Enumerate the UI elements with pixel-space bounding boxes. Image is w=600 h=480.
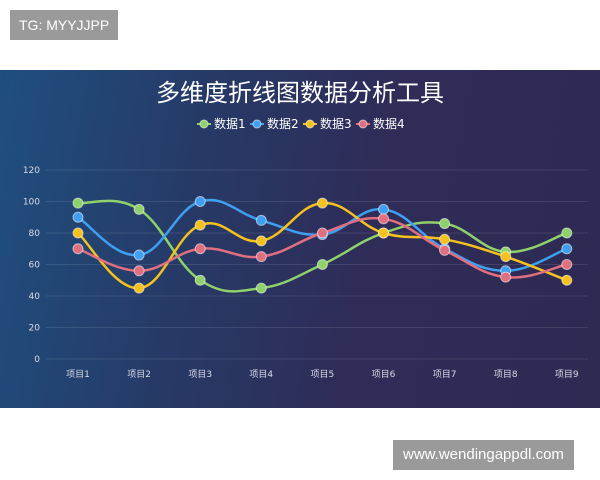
- data-point[interactable]: [439, 218, 451, 230]
- legend-label: 数据2: [267, 116, 299, 131]
- data-point[interactable]: [133, 282, 145, 294]
- x-axis: 项目1 项目2 项目3 项目4 项目5 项目6 项目7 项目8 项目9: [66, 369, 579, 380]
- legend-label: 数据4: [373, 116, 405, 131]
- chart-panel: 多维度折线图数据分析工具 数据1 数据2 数据3 数据4 0 20 40 60 80 100 12…: [0, 70, 600, 408]
- legend-marker: [358, 119, 368, 129]
- data-point[interactable]: [561, 227, 573, 239]
- legend-label: 数据3: [320, 116, 352, 131]
- chart-series: [72, 196, 573, 294]
- chart-legend: 数据1 数据2 数据3 数据4: [197, 116, 405, 131]
- data-point[interactable]: [378, 203, 389, 215]
- x-tick-label: 项目2: [127, 369, 151, 380]
- data-point[interactable]: [378, 213, 389, 225]
- data-point[interactable]: [194, 219, 206, 231]
- data-point[interactable]: [439, 233, 451, 245]
- x-tick-label: 项目3: [188, 369, 212, 380]
- data-point[interactable]: [133, 203, 145, 215]
- legend-marker: [305, 119, 315, 129]
- y-tick-label: 20: [29, 324, 41, 334]
- x-tick-label: 项目6: [372, 369, 396, 380]
- legend-label: 数据1: [214, 116, 246, 131]
- legend-item[interactable]: 数据1: [197, 116, 246, 131]
- chart-title: 多维度折线图数据分析工具: [156, 79, 444, 107]
- series-line: [77, 201, 568, 290]
- y-tick-label: 0: [34, 355, 40, 365]
- data-point[interactable]: [378, 227, 389, 239]
- data-point[interactable]: [194, 196, 206, 207]
- x-tick-label: 项目4: [249, 369, 273, 380]
- data-point[interactable]: [561, 243, 573, 255]
- data-point[interactable]: [255, 251, 267, 263]
- data-point[interactable]: [72, 243, 84, 255]
- x-tick-label: 项目1: [66, 369, 90, 380]
- data-point[interactable]: [316, 259, 328, 270]
- data-point[interactable]: [500, 251, 512, 263]
- legend-marker: [252, 119, 262, 129]
- series-group: [72, 213, 573, 283]
- data-point[interactable]: [72, 227, 84, 239]
- data-point[interactable]: [561, 274, 573, 286]
- data-point[interactable]: [561, 259, 573, 270]
- x-tick-label: 项目7: [433, 369, 457, 380]
- x-tick-label: 项目8: [494, 369, 518, 380]
- data-point[interactable]: [133, 249, 145, 261]
- data-point[interactable]: [194, 274, 206, 286]
- data-point[interactable]: [255, 235, 267, 247]
- y-tick-label: 40: [29, 292, 41, 302]
- y-axis: 0 20 40 60 80 100 120: [23, 166, 40, 365]
- x-tick-label: 项目9: [555, 369, 579, 380]
- series-line: [77, 199, 568, 293]
- y-tick-label: 120: [23, 166, 40, 176]
- data-point[interactable]: [439, 244, 451, 256]
- legend-item[interactable]: 数据3: [303, 116, 352, 131]
- legend-marker: [199, 119, 209, 129]
- data-point[interactable]: [500, 271, 512, 283]
- watermark-bottom: www.wendingappdl.com: [393, 440, 574, 470]
- watermark-top: TG: MYYJJPP: [10, 10, 119, 40]
- legend-item[interactable]: 数据2: [250, 116, 299, 131]
- data-point[interactable]: [255, 214, 267, 226]
- data-point[interactable]: [72, 197, 84, 209]
- series-group: [72, 197, 573, 294]
- y-tick-label: 80: [29, 229, 41, 239]
- data-point[interactable]: [316, 227, 328, 239]
- data-point[interactable]: [316, 197, 328, 209]
- y-tick-label: 100: [23, 198, 40, 208]
- y-tick-label: 60: [29, 261, 41, 271]
- data-point[interactable]: [194, 243, 206, 255]
- data-point[interactable]: [72, 211, 84, 223]
- x-tick-label: 项目5: [311, 369, 335, 380]
- data-point[interactable]: [133, 265, 145, 277]
- data-point[interactable]: [255, 282, 267, 294]
- legend-item[interactable]: 数据4: [356, 116, 405, 131]
- line-chart: 多维度折线图数据分析工具 数据1 数据2 数据3 数据4 0 20 40 60 80 100 12…: [23, 79, 588, 380]
- series-group: [72, 197, 573, 294]
